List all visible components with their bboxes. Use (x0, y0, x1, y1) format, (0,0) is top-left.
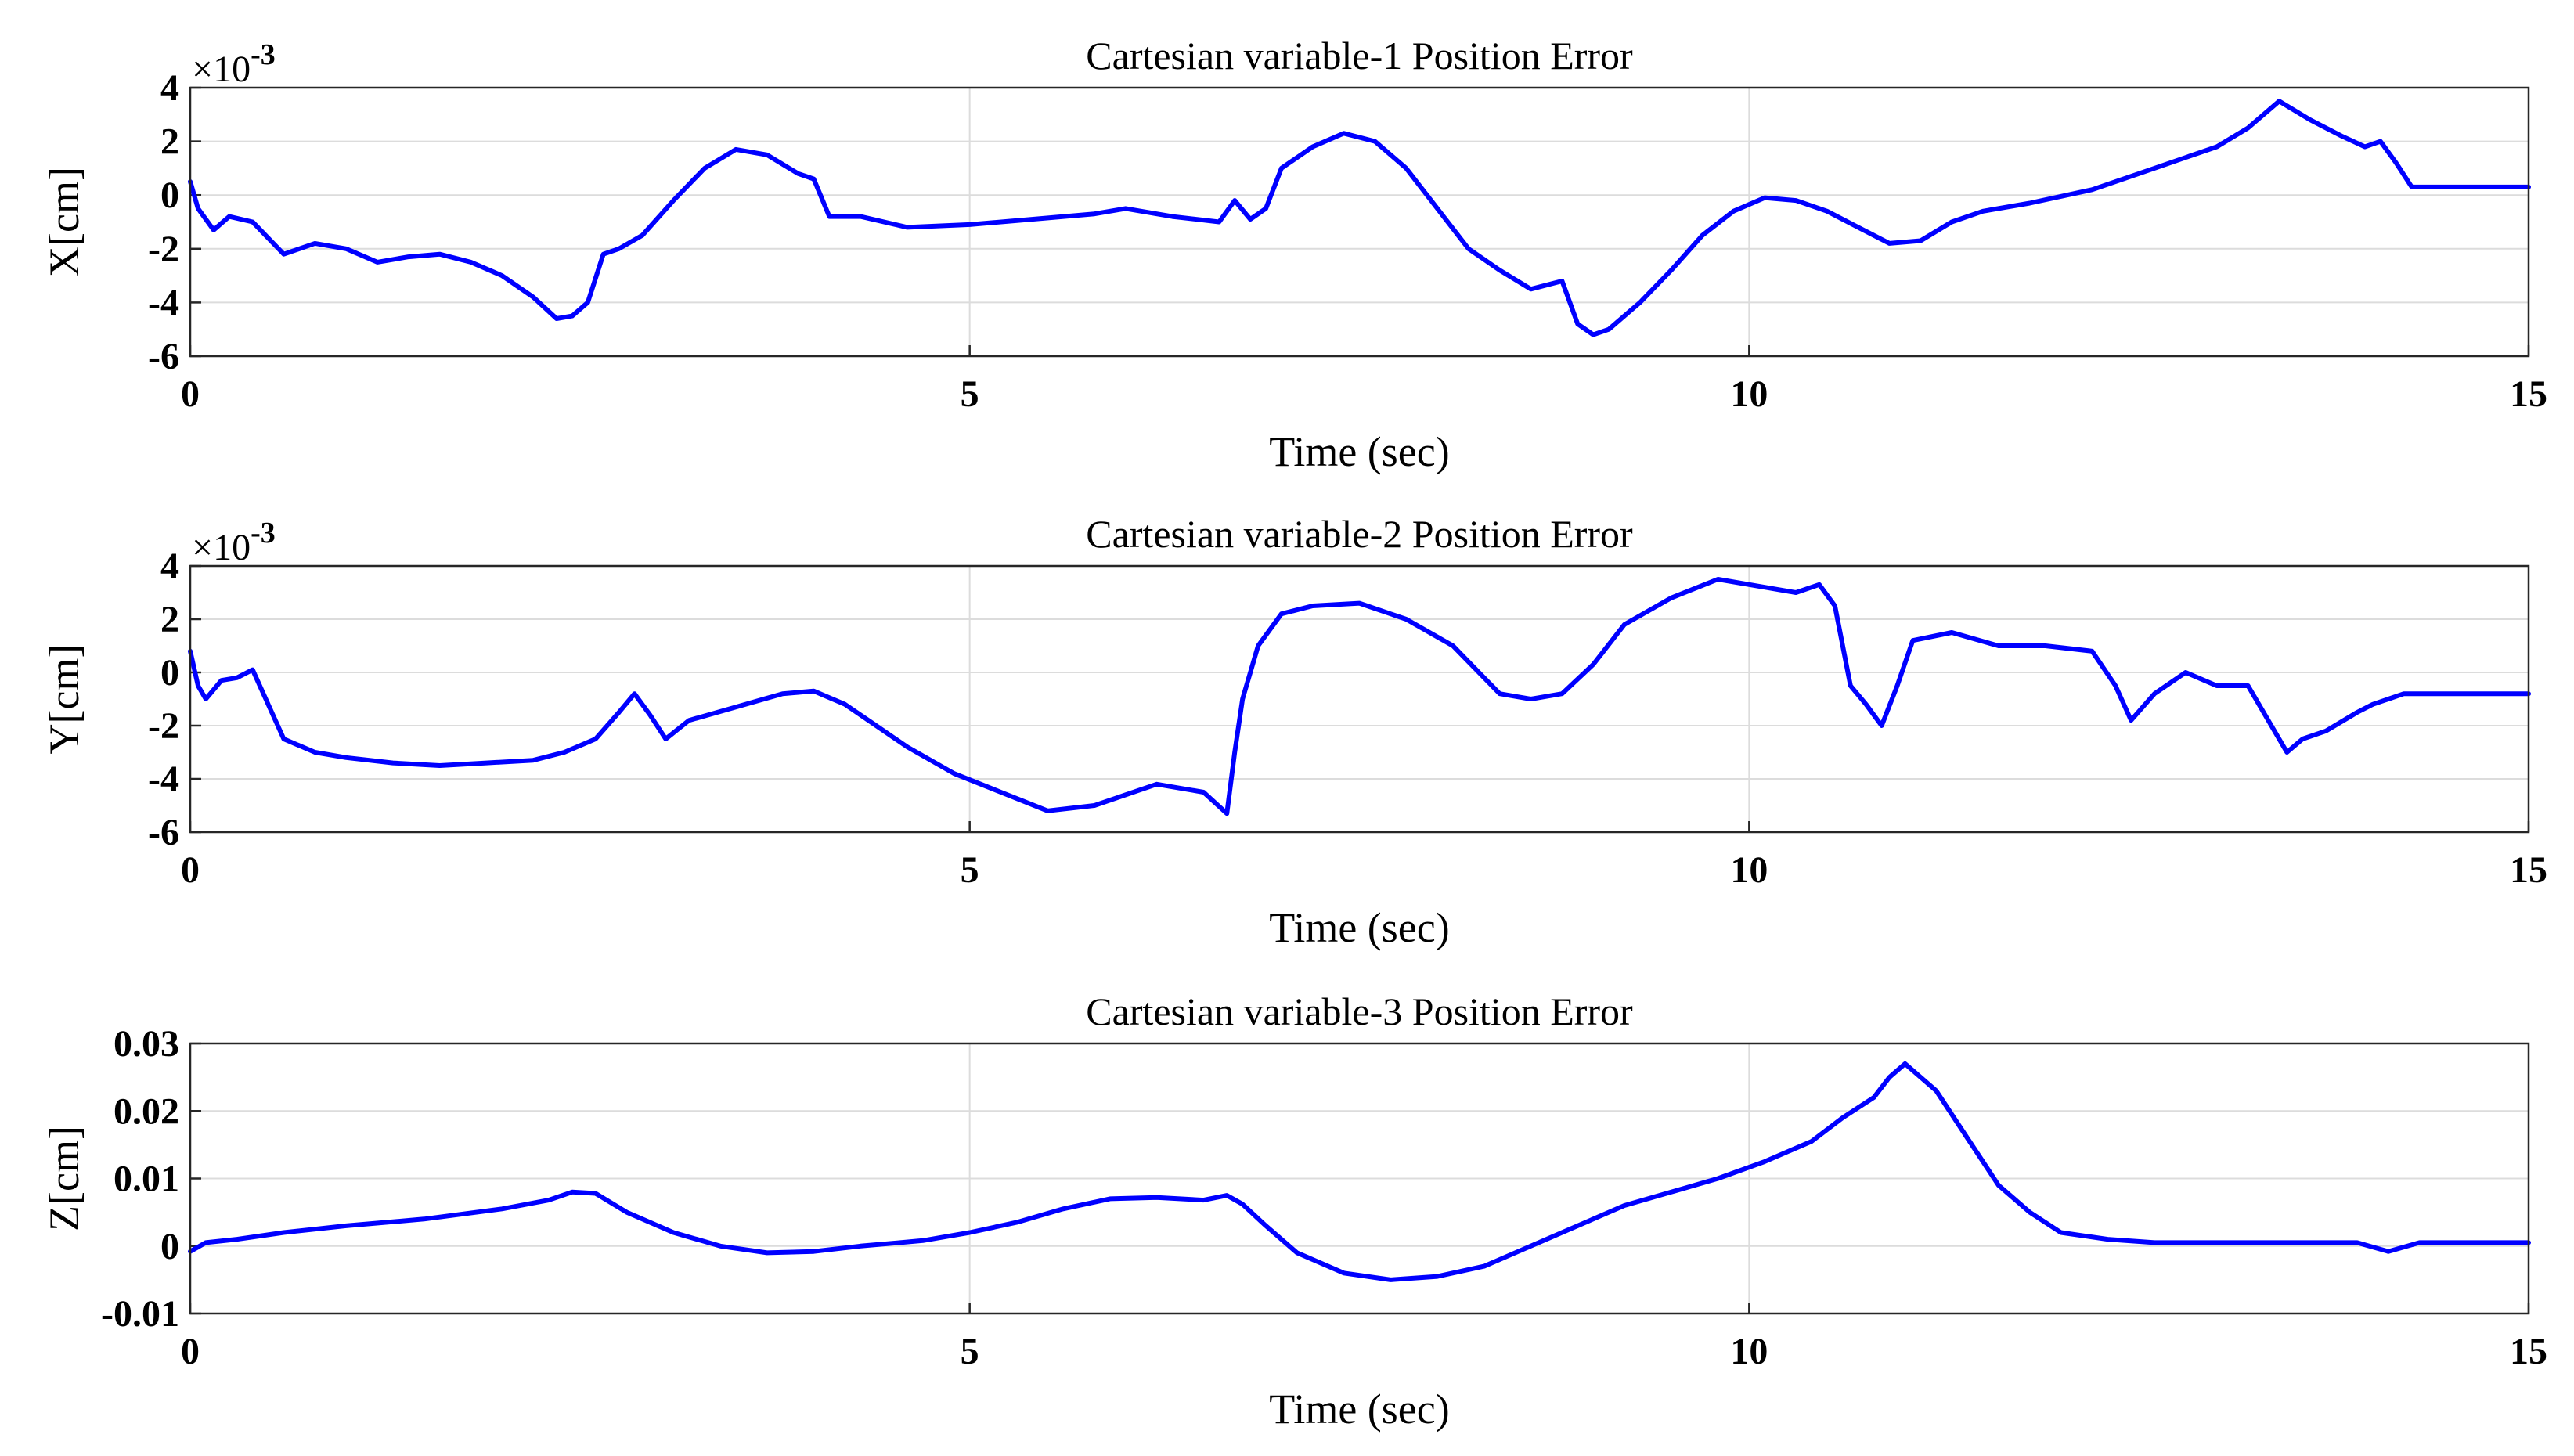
chart-1-x-tick-label-2: 10 (1730, 373, 1768, 415)
chart-2-y-tick-label-1: -4 (148, 759, 179, 800)
chart-1-x-tick-label-0: 0 (181, 373, 200, 415)
chart-1-y-tick-label-2: -2 (148, 229, 179, 270)
chart-3-x-tick-label-2: 10 (1730, 1331, 1768, 1372)
chart-1-exponent-power: -3 (251, 38, 276, 71)
chart-1-y-tick-label-3: 0 (160, 175, 179, 216)
chart-1-exponent-base: ×10 (192, 49, 251, 90)
chart-2-title: Cartesian variable-2 Position Error (1086, 512, 1633, 556)
chart-3-y-tick-label-0: -0.01 (101, 1293, 179, 1335)
chart-2-axes-frame (189, 564, 2530, 834)
chart-3-y-axis-label: Z[cm] (41, 1126, 88, 1231)
chart-2-plot-area (190, 566, 2529, 832)
chart-3-x-tick-label-3: 15 (2510, 1331, 2547, 1372)
chart-3-y-tick-label-1: 0 (160, 1226, 179, 1267)
chart-3-x-tick-label-1: 5 (961, 1331, 979, 1372)
chart-2-y-tick-label-4: 2 (160, 599, 179, 640)
chart-1-y-tick-label-4: 2 (160, 121, 179, 163)
chart-2-y-axis-label: Y[cm] (41, 644, 88, 755)
chart-2-y-tick-label-2: -2 (148, 705, 179, 747)
chart-2-exponent-power: -3 (251, 517, 276, 550)
chart-1-y-axis-label: X[cm] (41, 167, 88, 277)
chart-1-axes-frame (189, 86, 2530, 358)
chart-1-x-axis-label: Time (sec) (1269, 428, 1449, 475)
chart-1-exponent-label: ×10-3 (192, 38, 276, 90)
chart-3-x-tick-label-0: 0 (181, 1331, 200, 1372)
chart-1-plot-area (190, 88, 2529, 356)
chart-1-y-tick-label-0: -6 (148, 336, 179, 377)
chart-3-y-tick-label-2: 0.01 (114, 1159, 179, 1200)
chart-2-x-axis-label: Time (sec) (1269, 904, 1449, 951)
chart-3-title: Cartesian variable-3 Position Error (1086, 989, 1633, 1033)
chart-2-series-line-1 (188, 577, 2531, 816)
chart-1: 0 5 10 15 -6 -4 -2 0 2 4 Cartesian variable-1 Posi… (41, 34, 2547, 475)
chart-2-exponent-label: ×10-3 (192, 517, 276, 568)
chart-1-x-tick-label-1: 5 (961, 373, 979, 415)
chart-2-y-tick-label-3: 0 (160, 652, 179, 694)
chart-2-exponent-base: ×10 (192, 527, 251, 568)
chart-3-series-line-1 (188, 1061, 2531, 1282)
chart-2-y-tick-label-0: -6 (148, 812, 179, 853)
chart-3-y-tick-label-4: 0.03 (114, 1023, 179, 1065)
chart-2-x-tick-label-3: 15 (2510, 849, 2547, 891)
chart-1-y-tick-label-1: -4 (148, 282, 179, 323)
chart-2-y-tick-label-5: 4 (160, 546, 179, 587)
chart-1-y-tick-label-5: 4 (160, 67, 179, 109)
chart-2: 0 5 10 15 -6 -4 -2 0 2 4 Cartesian variable-2 Posi… (41, 512, 2547, 951)
chart-1-series-line-1 (188, 99, 2531, 337)
panels: 0 5 10 15 -6 -4 -2 0 2 4 Cartesian variable-1 Posi… (41, 34, 2547, 1433)
chart-1-x-tick-label-3: 15 (2510, 373, 2547, 415)
chart-3-x-axis-label: Time (sec) (1269, 1386, 1449, 1433)
chart-2-x-tick-label-2: 10 (1730, 849, 1768, 891)
chart-3-y-tick-label-3: 0.02 (114, 1090, 179, 1132)
chart-1-title: Cartesian variable-1 Position Error (1086, 34, 1633, 77)
chart-2-x-tick-label-0: 0 (181, 849, 200, 891)
chart-2-x-tick-label-1: 5 (961, 849, 979, 891)
chart-3-axes-frame (189, 1042, 2530, 1315)
